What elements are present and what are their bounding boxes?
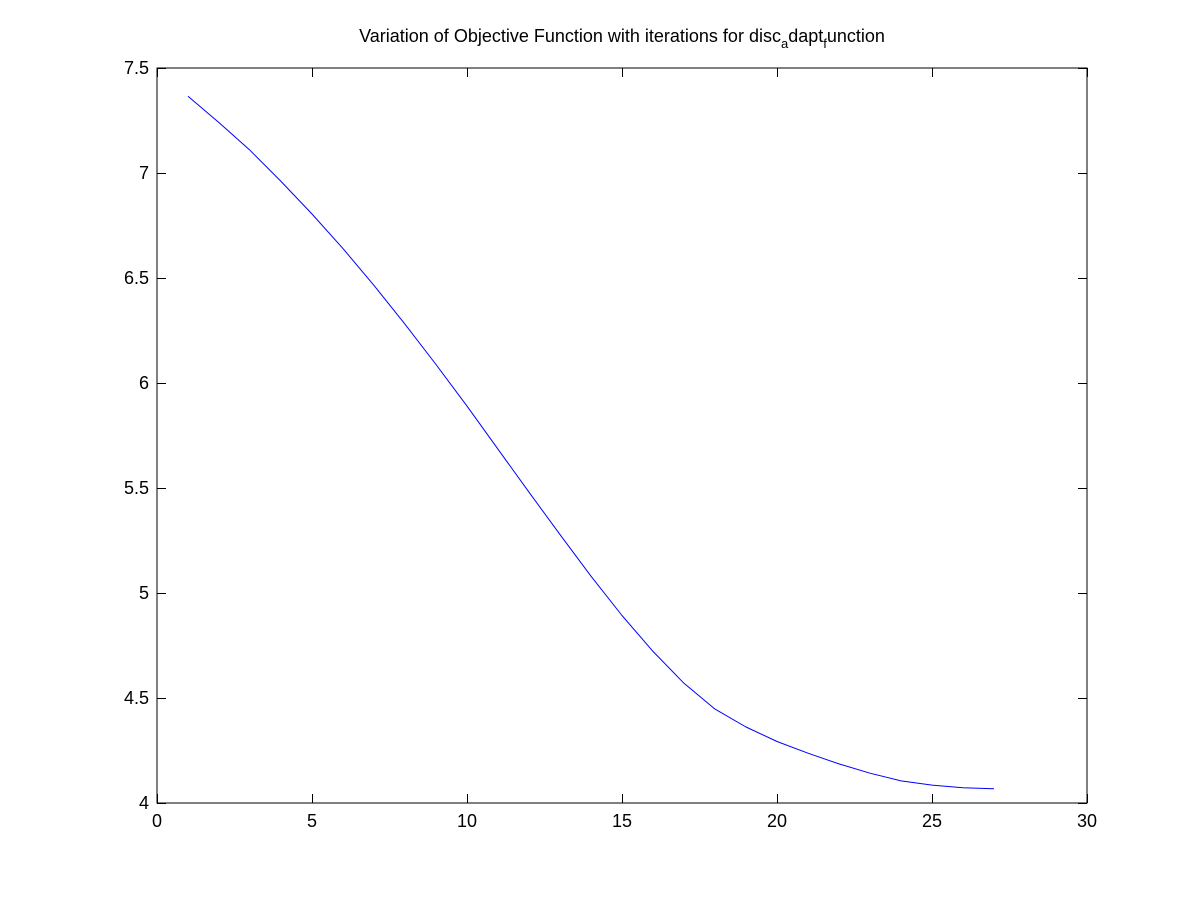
y-tick-label: 6.5 [124,268,149,288]
y-tick-label: 4 [139,793,149,813]
y-tick-label: 4.5 [124,688,149,708]
plot-area: 0 5 10 15 20 25 30 4 4.5 5 5.5 6 6.5 7 7.5 [124,58,1097,831]
x-tick-label: 25 [922,811,942,831]
x-tick-label: 5 [307,811,317,831]
x-tick-label: 10 [457,811,477,831]
x-tick-label: 20 [767,811,787,831]
x-tick-label: 15 [612,811,632,831]
title-segment: Variation of Objective Function with ite… [359,26,781,46]
title-segment: unction [827,26,885,46]
y-tick-label: 6 [139,373,149,393]
x-tick-label: 30 [1077,811,1097,831]
y-tick-label: 5.5 [124,478,149,498]
title-subscript: a [781,36,789,51]
chart-title: Variation of Objective Function with ite… [359,26,885,51]
series-line [187,95,995,790]
y-tick-label: 5 [139,583,149,603]
title-segment: dapt [788,26,823,46]
y-tick-label: 7 [139,163,149,183]
y-tick-label: 7.5 [124,58,149,78]
title-subscript: f [823,36,827,51]
x-tick-label: 0 [152,811,162,831]
